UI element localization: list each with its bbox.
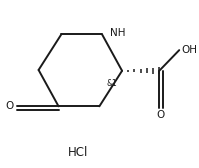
Text: O: O [6, 101, 14, 111]
Text: HCl: HCl [67, 146, 88, 159]
Text: O: O [156, 110, 164, 120]
Text: NH: NH [110, 28, 126, 38]
Text: OH: OH [181, 45, 197, 55]
Text: &1: &1 [107, 79, 117, 88]
